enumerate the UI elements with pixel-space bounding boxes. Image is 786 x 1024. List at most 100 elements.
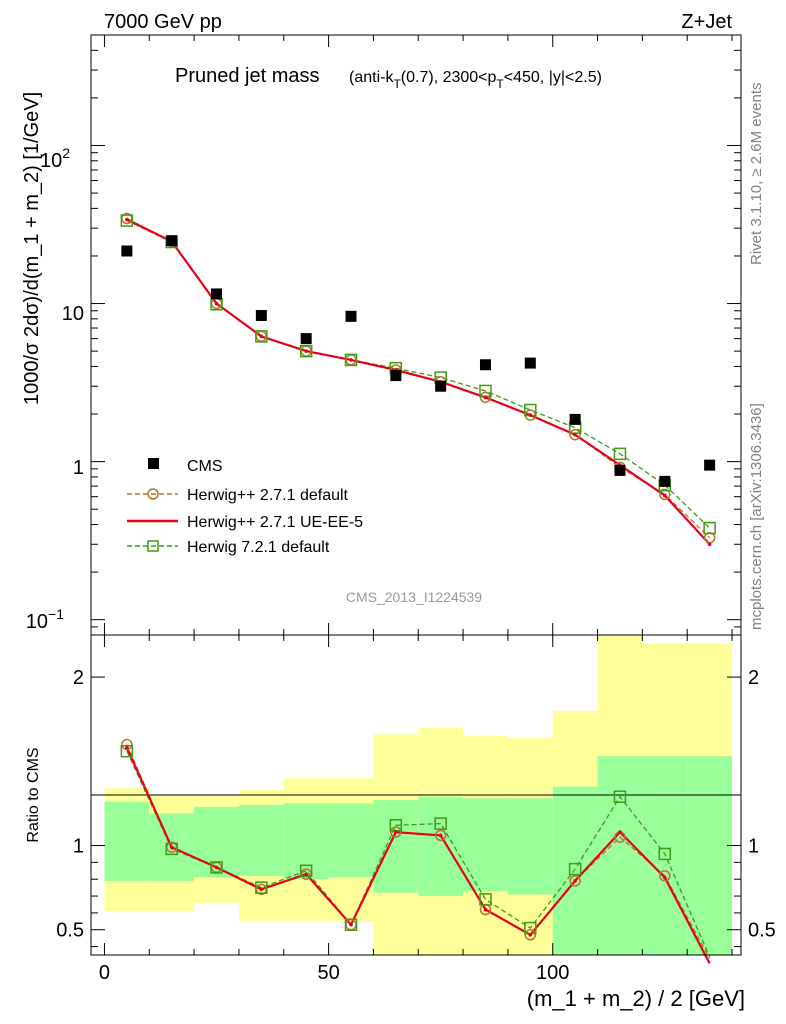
ratio-xtick-label: 100 xyxy=(536,962,569,984)
ratio-series xyxy=(120,738,711,964)
subtitle-mid: (0.7), 2300<p xyxy=(401,69,497,86)
rivet-label: Rivet 3.1.10, ≥ 2.6M events xyxy=(748,83,765,266)
herwig7-line xyxy=(126,220,711,529)
ratio-herwig-ue-point xyxy=(349,922,353,927)
ratio-herwig-ue-point xyxy=(438,833,443,838)
herwig7-point xyxy=(344,353,358,367)
legend-cms-label: CMS xyxy=(187,458,223,475)
subtitle-prefix: (anti-k xyxy=(349,69,394,86)
ratio-band-green xyxy=(373,800,419,893)
ratio-herwig-ue-point xyxy=(573,879,577,883)
ratio-herwig-default-point xyxy=(569,875,581,887)
cms-point xyxy=(524,357,536,369)
herwig-ue-point xyxy=(259,334,264,339)
ratio-frame xyxy=(90,634,742,956)
herwig7-point xyxy=(255,330,268,343)
herwig-ue-point xyxy=(528,413,533,417)
mcplots-label: mcplots.cern.ch [arXiv:1306.3436] xyxy=(748,403,765,630)
ratio-band-green xyxy=(597,756,643,955)
ratio-herwig-ue-point xyxy=(662,875,667,880)
herwig-default-point xyxy=(479,391,492,404)
herwig-ue-point xyxy=(662,493,667,498)
ytick-label-1: 1 xyxy=(73,457,84,479)
cms-point xyxy=(435,380,447,392)
ratio-herwig-ue-point xyxy=(618,830,622,834)
ratio-herwig-ue-point xyxy=(394,830,398,834)
ratio-herwig7-point xyxy=(613,790,627,803)
main-ticks xyxy=(91,34,741,636)
ratio-panel: 0.5 0.5 1 1 2 2 0 50 100 Ratio to CMS (m_1 + m_2… xyxy=(25,634,776,1011)
ratio-band-green xyxy=(463,798,508,891)
herwig7-point xyxy=(703,521,716,535)
cms-point xyxy=(569,413,581,425)
plot-subtitle: (anti-kT(0.7), 2300<pT<450, |y|<2.5) xyxy=(349,69,602,91)
herwig-ue-point xyxy=(349,358,353,362)
ratio-herwig-ue-point xyxy=(528,932,533,937)
cms-point xyxy=(300,333,312,345)
main-panel: Pruned jet mass (anti-kT(0.7), 2300<pT<4… xyxy=(21,34,742,636)
herwig-ue-point xyxy=(214,301,219,306)
ratio-herwig-ue-point xyxy=(304,872,308,876)
cms-point xyxy=(659,475,671,487)
analysis-watermark: CMS_2013_I1224539 xyxy=(346,589,482,605)
cms-point xyxy=(255,310,267,322)
ratio-band-green xyxy=(328,803,374,878)
ratio-herwig7-point xyxy=(299,864,313,878)
ratio-xtick-label: 50 xyxy=(317,962,339,984)
ratio-herwig-ue-point xyxy=(259,887,264,892)
plot-title: Pruned jet mass xyxy=(175,65,320,87)
herwig-default-point xyxy=(659,488,671,501)
ratio-ytick-label-right: 0.5 xyxy=(748,920,776,942)
cms-point xyxy=(390,370,402,382)
ratio-herwig-default-point xyxy=(434,829,447,842)
legend-herwig7-label: Herwig 7.2.1 default xyxy=(187,539,330,556)
ratio-band-green xyxy=(642,756,688,955)
ratio-ytick-label-right: 1 xyxy=(748,836,759,858)
ratio-herwig-ue-point xyxy=(169,845,174,850)
ratio-band-green xyxy=(238,805,284,876)
ratio-band-green xyxy=(283,803,329,880)
ytick-label-0.1: 10−1 xyxy=(26,606,64,633)
herwig7-point xyxy=(120,214,134,227)
ratio-band-green xyxy=(418,796,464,897)
ratio-ylabel: Ratio to CMS xyxy=(25,747,42,842)
header-right: Z+Jet xyxy=(681,11,732,33)
cms-point xyxy=(211,288,223,300)
cms-point xyxy=(704,459,716,471)
herwig-default-point xyxy=(569,428,581,441)
legend-herwig-default-marker xyxy=(147,488,159,500)
ratio-herwig7-point xyxy=(658,847,672,861)
herwig-ue-line xyxy=(126,218,711,546)
plot-title-main: Pruned jet mass xyxy=(175,65,320,87)
ratio-band-green xyxy=(104,801,150,881)
herwig-ue-point xyxy=(304,349,308,353)
ratio-herwig-ue-line xyxy=(125,747,711,964)
cms-point xyxy=(479,359,491,371)
legend-herwig-default-label: Herwig++ 2.7.1 default xyxy=(187,487,349,504)
legend-cms-marker xyxy=(148,458,159,469)
legend: CMS Herwig++ 2.7.1 default Herwig++ 2.7.… xyxy=(127,458,363,556)
herwig-ue-point xyxy=(707,542,712,547)
ytick-label-100: 102 xyxy=(40,145,70,172)
ratio-herwig-default-point xyxy=(659,870,671,882)
ratio-herwig7-point xyxy=(165,842,178,856)
herwig-ue-point xyxy=(483,395,488,400)
ratio-herwig-default-point xyxy=(390,826,402,838)
ratio-ytick-label: 0.5 xyxy=(56,920,84,942)
herwig-ue-point xyxy=(125,217,129,222)
ratio-ytick-label-right: 2 xyxy=(748,667,759,689)
ratio-herwig7-point xyxy=(479,893,492,906)
herwig7-point xyxy=(613,447,627,461)
ratio-band-green xyxy=(687,756,733,955)
ytick-label-10: 10 xyxy=(62,303,84,325)
ratio-herwig7-point xyxy=(210,861,223,874)
ratio-herwig-default-point xyxy=(524,929,537,941)
ratio-xtick-label: 0 xyxy=(99,962,110,984)
main-ylabel: 1000/σ 2dσ)/d(m_1 + m_2) [1/GeV] xyxy=(21,92,43,405)
main-series xyxy=(120,212,716,547)
ratio-xlabel: (m_1 + m_2) / 2 [GeV] xyxy=(527,986,745,1011)
ratio-herwig7-point xyxy=(120,744,134,758)
ratio-herwig7-point xyxy=(568,862,582,876)
herwig7-point xyxy=(299,344,313,358)
